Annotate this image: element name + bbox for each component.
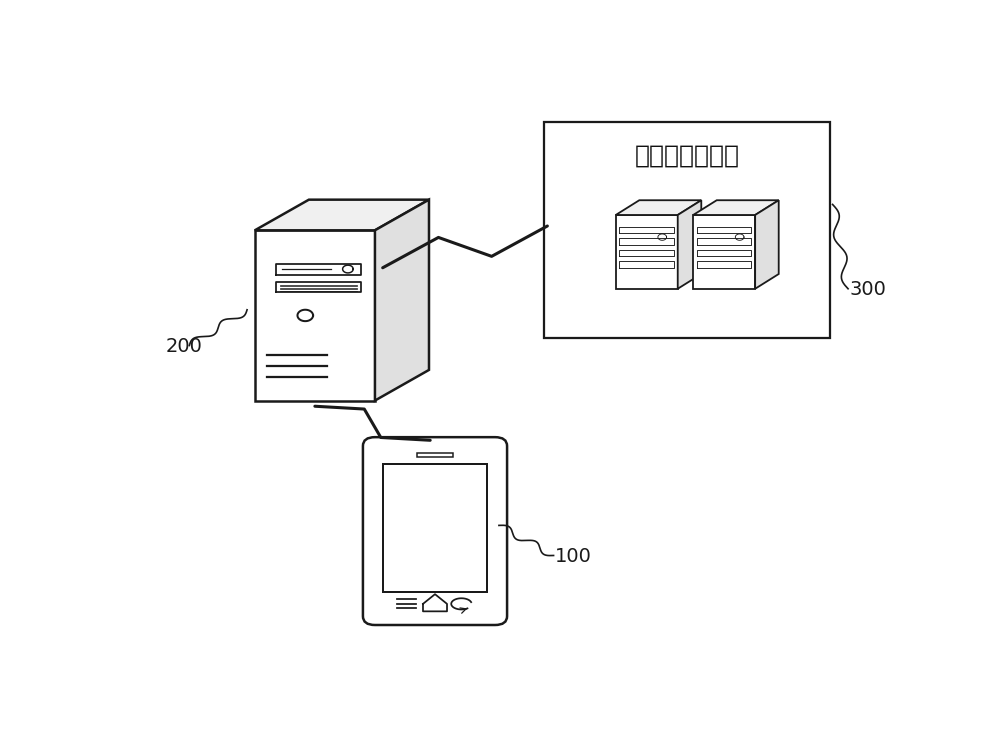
Bar: [417, 453, 453, 457]
Text: 100: 100: [555, 547, 592, 566]
Text: 紧急救助的平台: 紧急救助的平台: [634, 144, 739, 168]
Text: 200: 200: [165, 337, 202, 356]
FancyBboxPatch shape: [363, 437, 507, 625]
Bar: [544, 122, 830, 338]
Polygon shape: [255, 230, 375, 401]
Polygon shape: [616, 215, 678, 289]
Polygon shape: [616, 200, 701, 215]
Polygon shape: [693, 200, 779, 215]
Polygon shape: [678, 200, 701, 289]
Bar: [383, 464, 487, 592]
Polygon shape: [255, 200, 429, 230]
Polygon shape: [693, 215, 755, 289]
Polygon shape: [755, 200, 779, 289]
Text: 300: 300: [850, 280, 887, 299]
Polygon shape: [375, 200, 429, 401]
